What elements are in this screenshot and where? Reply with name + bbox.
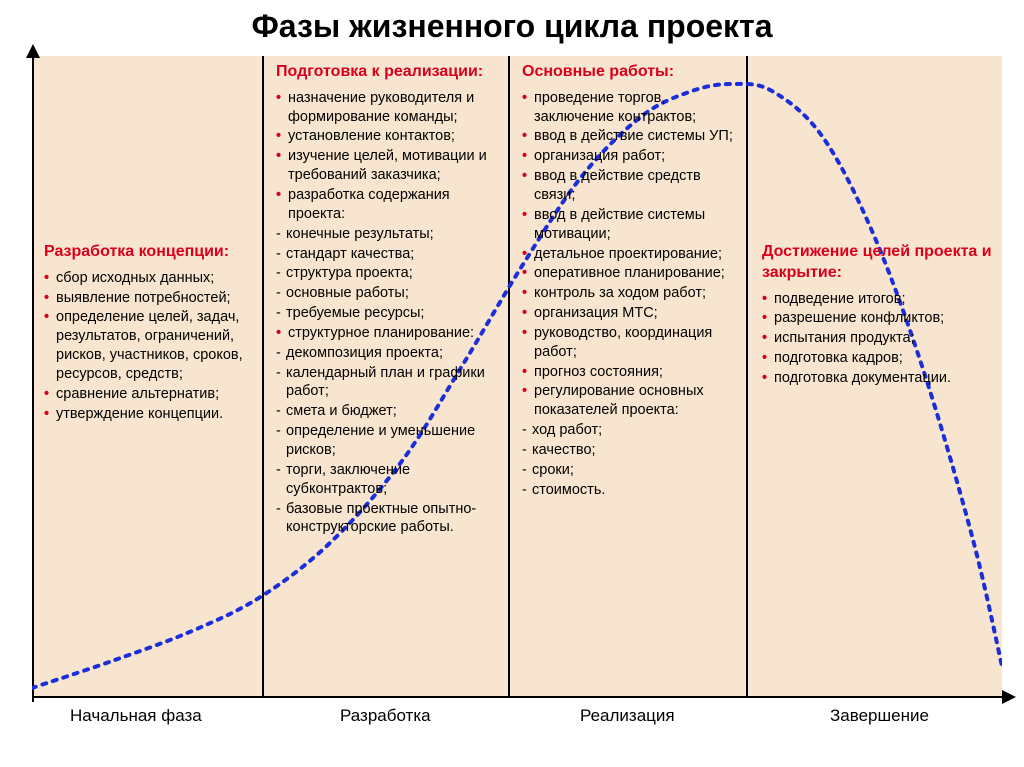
phase-column-3: Достижение целей проекта и закрытие: подв… bbox=[762, 242, 992, 389]
page-title: Фазы жизненного цикла проекта bbox=[0, 0, 1024, 45]
list-item: подготовка кадров; bbox=[762, 349, 992, 368]
list-item: определение целей, задач, результатов, о… bbox=[44, 308, 254, 383]
list-item: декомпозиция проекта; bbox=[276, 344, 500, 363]
list-item: организация работ; bbox=[522, 147, 738, 166]
list-item: требуемые ресурсы; bbox=[276, 304, 500, 323]
list-item: руководство, координация работ; bbox=[522, 324, 738, 362]
phase-label-2: Реализация bbox=[580, 706, 675, 726]
list-item: торги, заключение субконтрактов; bbox=[276, 461, 500, 499]
list-item: структурное планирование: bbox=[276, 324, 500, 343]
phase-column-2: Основные работы: проведение торгов, заклю… bbox=[522, 62, 738, 501]
list-item: смета и бюджет; bbox=[276, 402, 500, 421]
phase-divider-0 bbox=[262, 56, 264, 696]
list-item: ввод в действие системы мотивации; bbox=[522, 206, 738, 244]
list-item: ход работ; bbox=[522, 421, 738, 440]
x-axis-arrow-icon bbox=[1002, 690, 1016, 704]
phase-heading-0: Разработка концепции: bbox=[44, 242, 254, 263]
list-item: конечные результаты; bbox=[276, 225, 500, 244]
list-item: прогноз состояния; bbox=[522, 363, 738, 382]
phase-item-list-2: проведение торгов, заключение контрактов… bbox=[522, 89, 738, 500]
list-item: ввод в действие средств связи; bbox=[522, 167, 738, 205]
list-item: проведение торгов, заключение контрактов… bbox=[522, 89, 738, 127]
list-item: сравнение альтернатив; bbox=[44, 385, 254, 404]
list-item: установление контактов; bbox=[276, 127, 500, 146]
phase-item-list-0: сбор исходных данных;выявление потребнос… bbox=[44, 269, 254, 424]
list-item: сроки; bbox=[522, 461, 738, 480]
list-item: основные работы; bbox=[276, 284, 500, 303]
phase-column-0: Разработка концепции: сбор исходных данны… bbox=[44, 242, 254, 425]
y-axis bbox=[32, 50, 34, 702]
list-item: оперативное планирование; bbox=[522, 264, 738, 283]
list-item: подведение итогов; bbox=[762, 290, 992, 309]
list-item: выявление потребностей; bbox=[44, 289, 254, 308]
list-item: детальное проектирование; bbox=[522, 245, 738, 264]
phase-divider-2 bbox=[746, 56, 748, 696]
y-axis-arrow-icon bbox=[26, 44, 40, 58]
phase-heading-2: Основные работы: bbox=[522, 62, 738, 83]
list-item: определение и уменьшение рисков; bbox=[276, 422, 500, 460]
list-item: структура проекта; bbox=[276, 264, 500, 283]
list-item: сбор исходных данных; bbox=[44, 269, 254, 288]
phase-heading-1: Подготовка к реализации: bbox=[276, 62, 500, 83]
phase-item-list-1: назначение руководителя и формирование к… bbox=[276, 89, 500, 537]
list-item: изучение целей, мотивации и требований з… bbox=[276, 147, 500, 185]
list-item: подготовка документации. bbox=[762, 369, 992, 388]
list-item: разрешение конфликтов; bbox=[762, 309, 992, 328]
phase-item-list-3: подведение итогов;разрешение конфликтов;… bbox=[762, 290, 992, 388]
list-item: утверждение концепции. bbox=[44, 405, 254, 424]
phase-heading-3: Достижение целей проекта и закрытие: bbox=[762, 242, 992, 284]
phase-column-1: Подготовка к реализации: назначение руков… bbox=[276, 62, 500, 538]
list-item: испытания продукта; bbox=[762, 329, 992, 348]
list-item: стоимость. bbox=[522, 481, 738, 500]
phase-label-3: Завершение bbox=[830, 706, 929, 726]
phase-divider-1 bbox=[508, 56, 510, 696]
list-item: качество; bbox=[522, 441, 738, 460]
list-item: организация МТС; bbox=[522, 304, 738, 323]
list-item: базовые проектные опытно-конструктор­ски… bbox=[276, 500, 500, 538]
phase-label-1: Разработка bbox=[340, 706, 431, 726]
list-item: стандарт качества; bbox=[276, 245, 500, 264]
list-item: ввод в действие системы УП; bbox=[522, 127, 738, 146]
phase-label-0: Начальная фаза bbox=[70, 706, 202, 726]
list-item: календарный план и графики работ; bbox=[276, 364, 500, 402]
list-item: регулирование основных показателей проек… bbox=[522, 382, 738, 420]
list-item: назначение руководителя и формирование к… bbox=[276, 89, 500, 127]
list-item: разработка содержания проекта: bbox=[276, 186, 500, 224]
x-axis bbox=[32, 696, 1008, 698]
list-item: контроль за ходом работ; bbox=[522, 284, 738, 303]
